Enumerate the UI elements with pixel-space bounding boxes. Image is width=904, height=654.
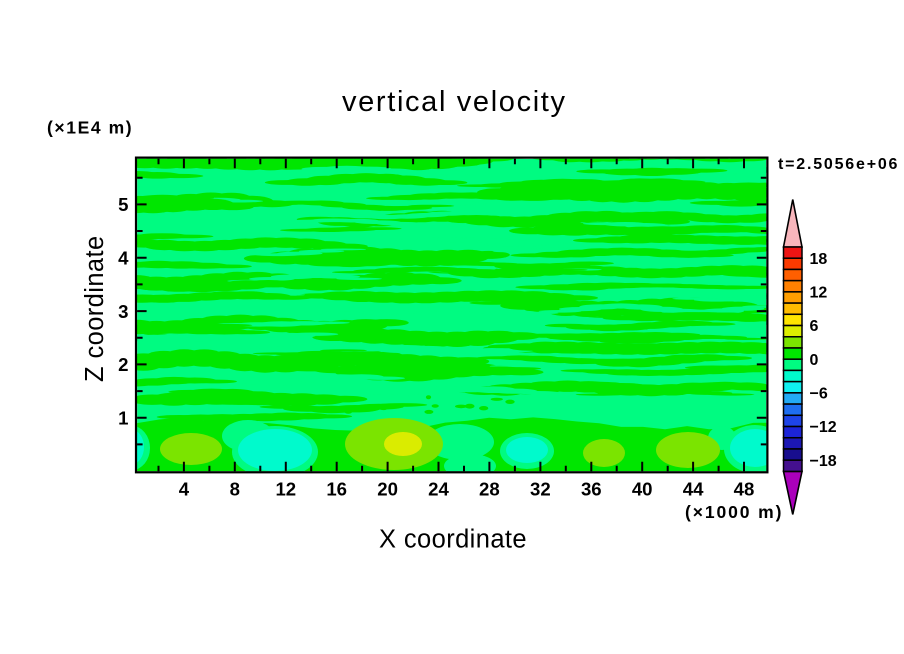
svg-text:12: 12	[275, 478, 296, 499]
svg-text:36: 36	[581, 478, 602, 499]
svg-text:40: 40	[632, 478, 653, 499]
svg-text:(×1E4 m): (×1E4 m)	[47, 118, 133, 138]
svg-text:12: 12	[810, 285, 828, 302]
svg-text:−18: −18	[810, 453, 837, 470]
svg-text:−6: −6	[810, 386, 828, 403]
svg-text:t=2.5056e+06: t=2.5056e+06	[778, 156, 899, 173]
svg-text:0: 0	[810, 352, 819, 369]
svg-text:Z coordinate: Z coordinate	[81, 235, 109, 382]
svg-text:28: 28	[479, 478, 500, 499]
svg-text:5: 5	[118, 194, 128, 215]
svg-text:(×1000 m): (×1000 m)	[685, 502, 783, 522]
svg-text:44: 44	[683, 478, 704, 499]
svg-text:1: 1	[118, 407, 128, 428]
svg-text:3: 3	[118, 301, 128, 322]
svg-text:18: 18	[810, 251, 828, 268]
svg-text:6: 6	[810, 318, 819, 335]
svg-text:−12: −12	[810, 419, 837, 436]
svg-text:24: 24	[428, 478, 449, 499]
svg-text:32: 32	[530, 478, 551, 499]
svg-text:16: 16	[326, 478, 347, 499]
svg-text:8: 8	[230, 478, 240, 499]
svg-text:48: 48	[734, 478, 755, 499]
svg-text:4: 4	[179, 478, 190, 499]
svg-text:2: 2	[118, 354, 128, 375]
svg-text:X coordinate: X coordinate	[379, 526, 527, 554]
svg-text:20: 20	[377, 478, 398, 499]
svg-text:vertical velocity: vertical velocity	[342, 86, 567, 118]
svg-text:4: 4	[118, 247, 129, 268]
